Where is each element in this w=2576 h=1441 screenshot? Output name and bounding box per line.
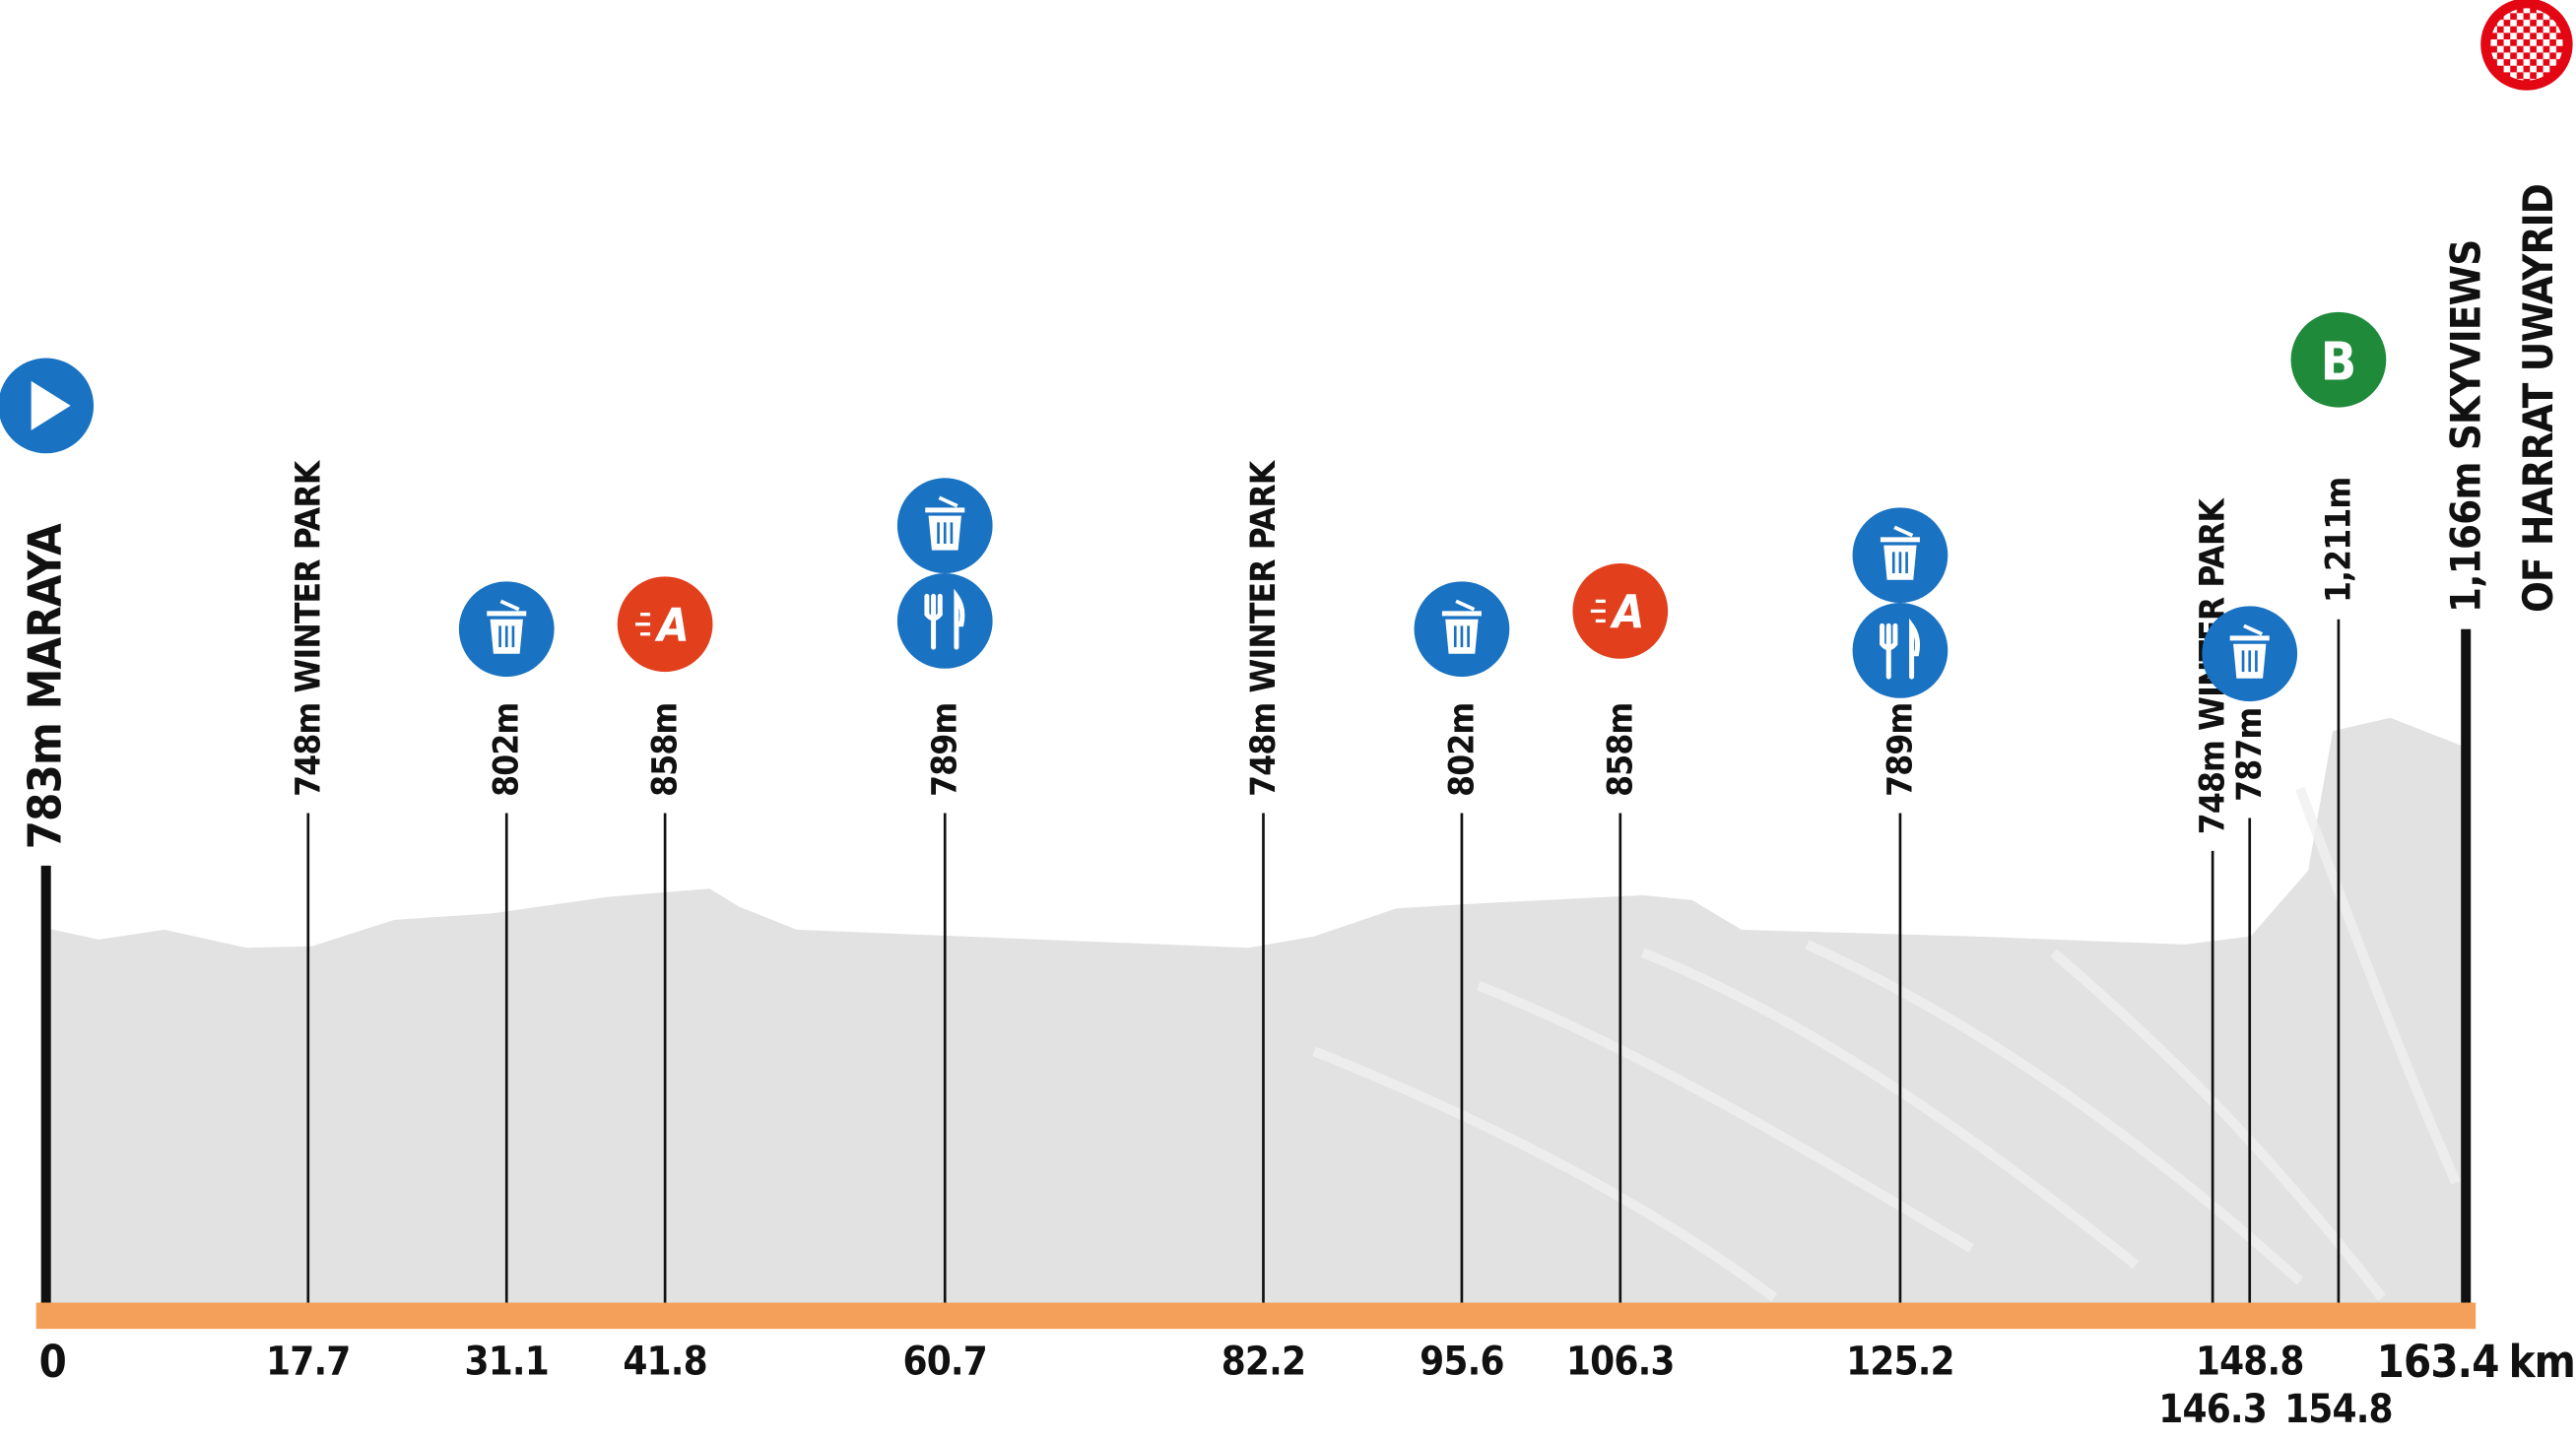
icon-circle (617, 576, 713, 673)
elevation-label: 748m WINTER PARK (1243, 459, 1284, 797)
elevation-label: 1,211m (2318, 478, 2358, 603)
elevation-label: 858m (645, 703, 686, 797)
km-label: 31.1 (464, 1340, 549, 1385)
elevation-label: 802m (487, 703, 527, 797)
km-label: 17.7 (266, 1340, 351, 1385)
icon-circle (1852, 603, 1949, 698)
elevation-label: 789m (925, 703, 965, 797)
km-label: 125.2 (1846, 1340, 1954, 1385)
terrain-texture (1312, 786, 2461, 1302)
play-glyph (31, 380, 71, 430)
finish-flag (2490, 8, 2563, 81)
elevation-label: 783m MARAYA (20, 523, 73, 849)
icon-finish (2480, 0, 2573, 91)
km-label: 0 (39, 1336, 66, 1388)
icon-feed (1414, 581, 1510, 678)
icon-circle (896, 573, 993, 669)
icon-bonus: B (2290, 311, 2387, 408)
icon-letter: A (654, 599, 690, 652)
km-unit: km (2509, 1336, 2575, 1388)
icon-letter: B (2321, 330, 2357, 392)
km-label: 146.3 (2158, 1387, 2267, 1432)
icon-circle (2290, 311, 2387, 408)
elevation-label: 789m (1880, 703, 1920, 797)
icon-circle (1572, 563, 1669, 659)
icon-feed (896, 478, 993, 574)
km-label: 41.8 (623, 1340, 707, 1385)
food-glyph (924, 588, 965, 650)
elevation-area (45, 717, 2467, 1303)
icon-feed (2202, 606, 2298, 702)
icon-sprint: A (1572, 563, 1669, 659)
km-label: 163.4 (2377, 1336, 2499, 1388)
km-label: 60.7 (902, 1340, 987, 1385)
elevation-label: 787m (2229, 708, 2270, 802)
elevation-label: 748m WINTER PARK (288, 459, 328, 797)
icon-food (1852, 603, 1949, 698)
elevation-label: 858m (1600, 703, 1640, 797)
km-label: 95.6 (1420, 1340, 1504, 1385)
km-label: 154.8 (2284, 1387, 2393, 1432)
icon-feed (458, 581, 555, 678)
km-label: 106.3 (1566, 1340, 1675, 1385)
elevation-label: OF HARRAT UWAYRID (2514, 184, 2562, 613)
icon-letter: A (1610, 586, 1645, 639)
elevation-label: 1,166m SKYVIEWS (2442, 240, 2490, 613)
icon-feed (1852, 507, 1949, 604)
icon-food (896, 573, 993, 669)
icon-sprint: A (617, 576, 713, 673)
km-label: 82.2 (1222, 1340, 1305, 1385)
food-glyph (1880, 618, 1921, 680)
elevation-label: 802m (1441, 703, 1482, 797)
icon-start (0, 358, 95, 454)
distance-bar (35, 1302, 2477, 1330)
km-label: 148.8 (2196, 1340, 2304, 1385)
